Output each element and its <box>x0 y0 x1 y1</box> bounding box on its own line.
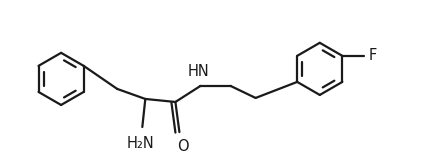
Text: F: F <box>369 48 377 63</box>
Text: HN: HN <box>187 64 209 79</box>
Text: H₂N: H₂N <box>127 136 154 151</box>
Text: O: O <box>178 139 189 153</box>
